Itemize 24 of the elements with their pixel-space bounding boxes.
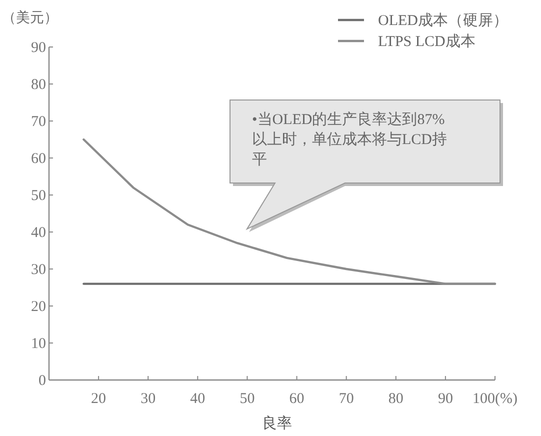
xtick: 40	[190, 391, 206, 407]
xtick: 60	[289, 391, 304, 407]
ytick: 80	[31, 77, 46, 93]
ytick: 20	[31, 299, 46, 315]
legend: OLED成本（硬屏）	[378, 13, 508, 29]
ytick: 60	[31, 151, 46, 167]
annotation: •当OLED的生产良率达到87%以上时，单位成本将与LCD持平	[252, 110, 448, 170]
xtick: 20	[91, 391, 106, 407]
xlabel: 良率	[262, 416, 292, 432]
ytick: 30	[31, 262, 46, 278]
xtick: 70	[338, 391, 354, 407]
ylabel: （美元）	[2, 11, 58, 26]
ytick: 10	[31, 336, 46, 352]
legend: LTPS LCD成本	[378, 34, 476, 50]
xtick: 30	[140, 391, 156, 407]
ytick: 90	[31, 40, 46, 56]
xtick: 100(%)	[472, 391, 518, 407]
xtick: 90	[438, 391, 453, 407]
xtick: 50	[240, 391, 255, 407]
xtick: 80	[388, 391, 404, 407]
ytick: 70	[31, 114, 46, 130]
ytick: 50	[31, 188, 46, 204]
ytick: 0	[38, 373, 46, 389]
ytick: 40	[31, 225, 46, 241]
